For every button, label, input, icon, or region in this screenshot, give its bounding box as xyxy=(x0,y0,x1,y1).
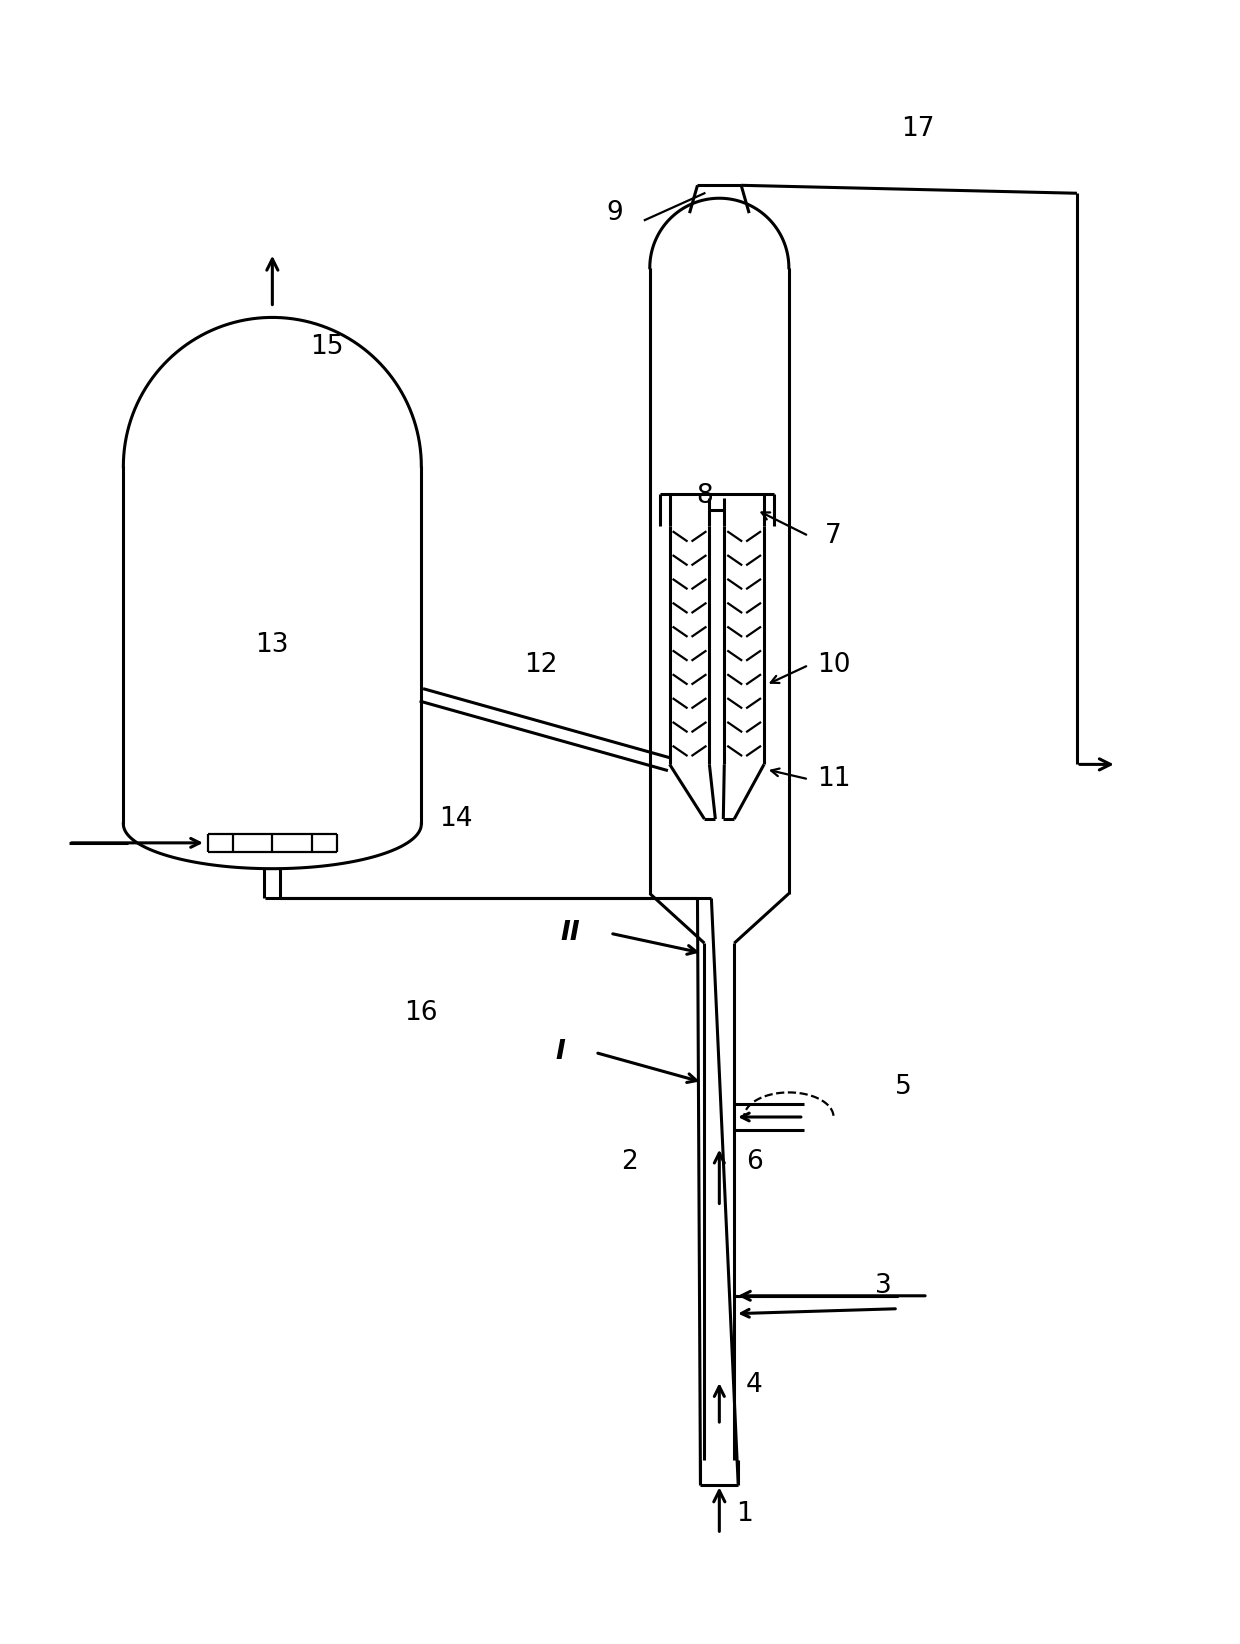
Text: II: II xyxy=(560,921,580,947)
Text: I: I xyxy=(556,1039,565,1065)
Text: 9: 9 xyxy=(606,201,624,227)
Text: 5: 5 xyxy=(895,1074,911,1100)
Text: 3: 3 xyxy=(875,1272,892,1299)
Text: 7: 7 xyxy=(825,523,842,549)
Text: 10: 10 xyxy=(817,653,851,677)
Text: 15: 15 xyxy=(310,334,343,360)
Text: 1: 1 xyxy=(735,1501,753,1527)
Text: 14: 14 xyxy=(439,806,472,832)
Text: 17: 17 xyxy=(901,115,935,141)
Text: 11: 11 xyxy=(817,766,851,792)
Text: 13: 13 xyxy=(255,633,289,658)
Text: 6: 6 xyxy=(745,1149,763,1175)
Text: 8: 8 xyxy=(696,483,713,510)
Text: 2: 2 xyxy=(621,1149,639,1175)
Text: 4: 4 xyxy=(745,1373,763,1397)
Text: 16: 16 xyxy=(404,1000,438,1026)
Text: 12: 12 xyxy=(523,653,557,677)
